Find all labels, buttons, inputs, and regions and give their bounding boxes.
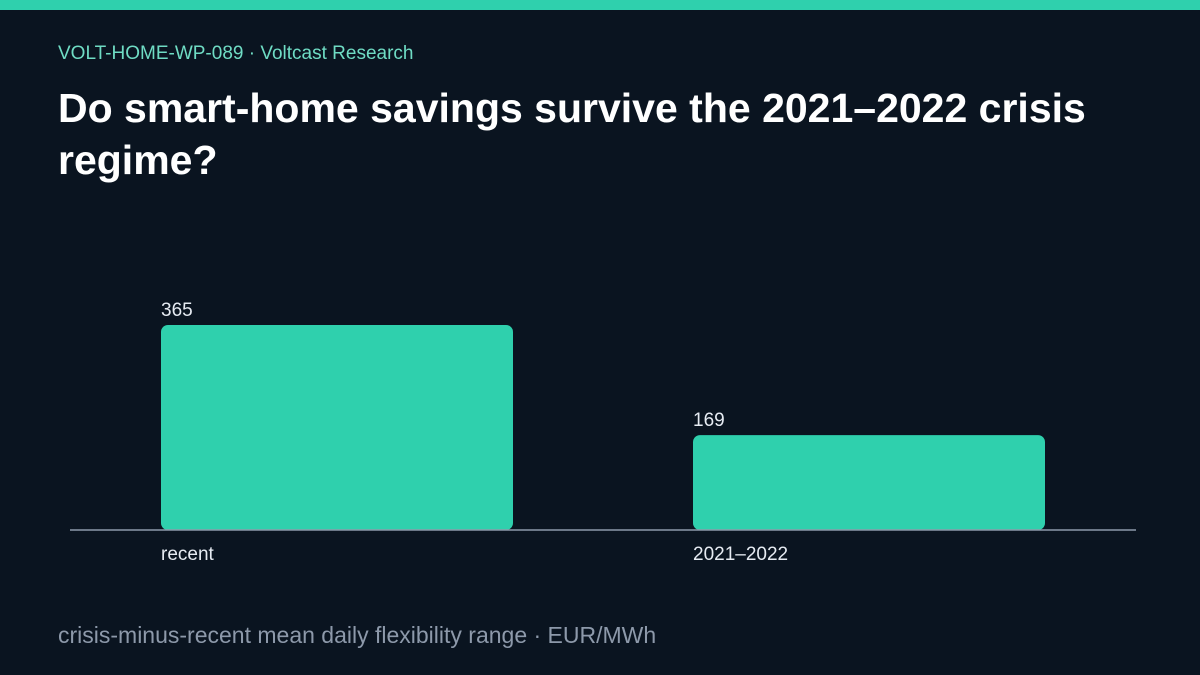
bar-0 — [161, 325, 513, 530]
data-label-1: 169 — [693, 410, 725, 431]
top-accent-bar — [0, 0, 1200, 10]
chart-title: Do smart-home savings survive the 2021–2… — [58, 85, 1086, 183]
chart-caption: crisis-minus-recent mean daily flexibili… — [58, 622, 657, 648]
labels-layer: 365 recent 169 2021–2022 — [161, 300, 788, 565]
bar-1 — [693, 435, 1045, 530]
data-label-0: 365 — [161, 300, 193, 321]
report-id-label: VOLT-HOME-WP-089 · Voltcast Research — [58, 43, 414, 64]
category-label-0: recent — [161, 544, 215, 565]
category-label-1: 2021–2022 — [693, 544, 788, 565]
bars-layer — [161, 325, 1045, 530]
